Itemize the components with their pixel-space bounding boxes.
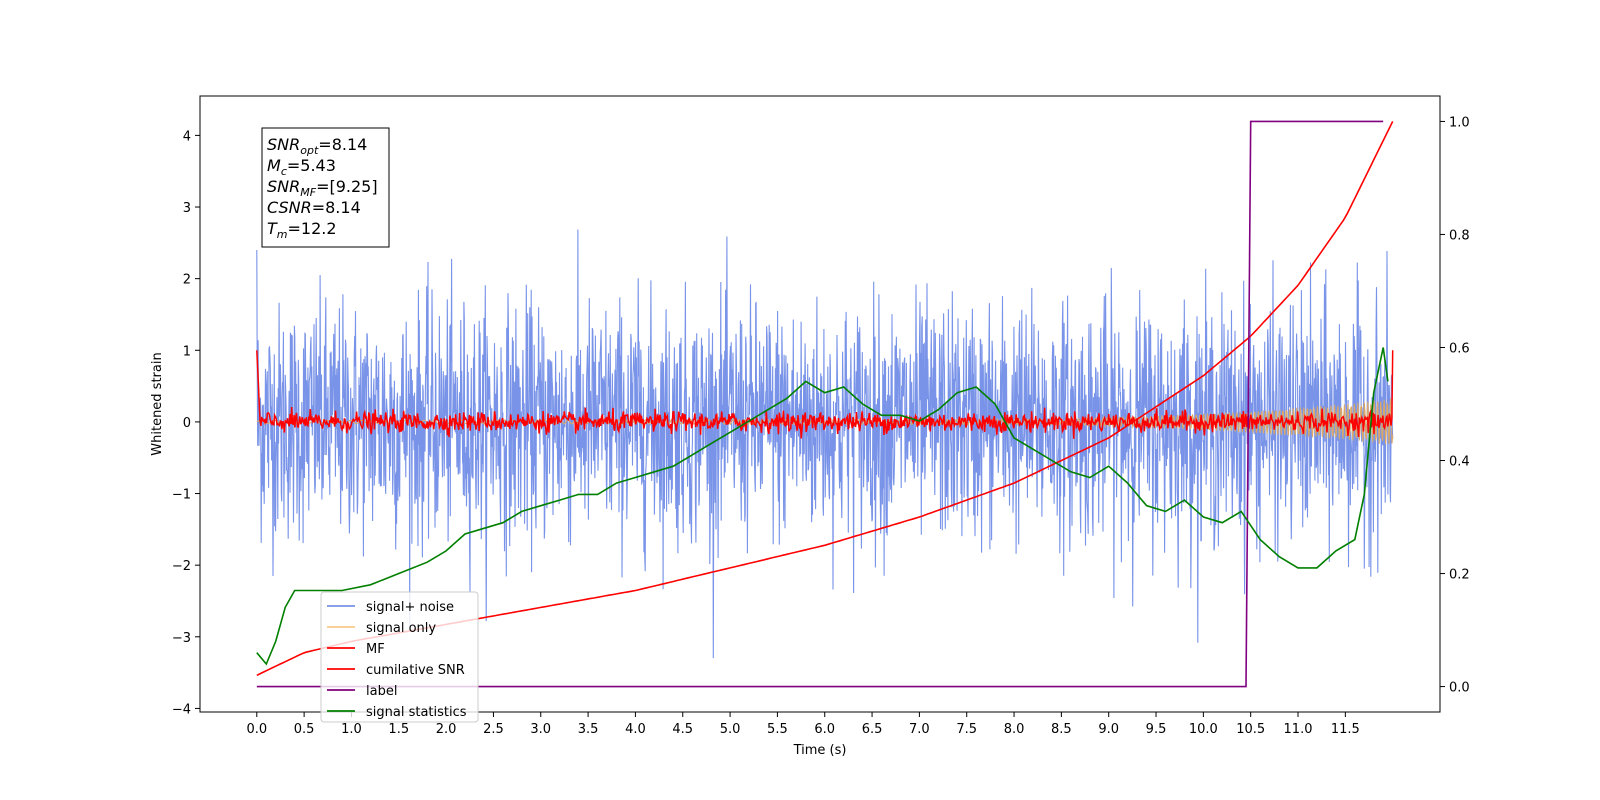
- x-tick-label: 0.0: [246, 722, 267, 737]
- y-tick-label: 4: [183, 129, 191, 144]
- stats-line: Tm=12.2: [267, 219, 337, 241]
- legend-entry: signal+ noise: [366, 600, 454, 615]
- x-tick-label: 5.0: [720, 722, 741, 737]
- x-tick-label: 9.5: [1146, 722, 1167, 737]
- x-tick-label: 8.5: [1051, 722, 1072, 737]
- y2-tick-label: 0.8: [1449, 228, 1470, 243]
- x-tick-label: 10.5: [1236, 722, 1265, 737]
- x-tick-label: 3.5: [578, 722, 599, 737]
- series-mf: [256, 350, 1394, 439]
- y-tick-label: −4: [172, 702, 191, 717]
- y2-tick-label: 0.0: [1449, 681, 1470, 696]
- legend-entry: cumilative SNR: [366, 663, 465, 678]
- x-tick-label: 2.0: [436, 722, 457, 737]
- x-tick-label: 5.5: [767, 722, 788, 737]
- y2-tick-label: 1.0: [1449, 115, 1470, 130]
- y-axis-right: 1.0 0.8 0.6 0.4 0.2 0.0: [1440, 115, 1470, 696]
- x-tick-label: 10.0: [1189, 722, 1218, 737]
- x-tick-label: 7.0: [909, 722, 930, 737]
- x-tick-label: 11.5: [1331, 722, 1360, 737]
- legend-entry: MF: [366, 642, 385, 657]
- y2-tick-label: 0.4: [1449, 455, 1470, 470]
- y-tick-label: 0: [183, 416, 191, 431]
- y-axis-left: 4 3 2 1 0 −1 −2 −3 −4: [172, 129, 200, 717]
- x-tick-label: 9.0: [1098, 722, 1119, 737]
- x-tick-label: 8.0: [1004, 722, 1025, 737]
- y-axis-label: Whitened strain: [150, 352, 165, 455]
- x-axis-label: Time (s): [793, 743, 847, 758]
- legend-entry: label: [366, 684, 397, 699]
- stats-line: SNRopt=8.14: [267, 135, 367, 157]
- y-tick-label: 3: [183, 201, 191, 216]
- stats-box-frame: [261, 127, 390, 248]
- series-label: [256, 120, 1384, 688]
- x-axis: 0.0 0.5 1.0 1.5 2.0 2.5 3.0 3.5 4.0 4.5 5.0 5.5 6.0 6…: [246, 712, 1360, 737]
- x-tick-label: 1.0: [341, 722, 362, 737]
- y-tick-label: 2: [183, 273, 191, 288]
- y-tick-label: −3: [172, 631, 191, 646]
- legend-entry: signal only: [366, 621, 436, 636]
- legend-frame: [320, 591, 479, 723]
- series-signal-statistics: [256, 347, 1389, 666]
- series-signal-noise: [256, 229, 1394, 659]
- y-tick-label: −2: [172, 559, 191, 574]
- x-tick-label: 3.0: [530, 722, 551, 737]
- y2-tick-label: 0.6: [1449, 341, 1470, 356]
- x-tick-label: 2.5: [483, 722, 504, 737]
- stats-line: SNRMF=[9.25]: [267, 177, 378, 199]
- x-tick-label: 7.5: [956, 722, 977, 737]
- stats-line: Mc=5.43: [267, 156, 336, 178]
- y-tick-label: 1: [183, 344, 191, 359]
- x-tick-label: 4.0: [625, 722, 646, 737]
- x-tick-label: 11.0: [1284, 722, 1313, 737]
- y2-tick-label: 0.2: [1449, 568, 1470, 583]
- x-tick-label: 0.5: [294, 722, 315, 737]
- y-tick-label: −1: [172, 488, 191, 503]
- legend-entry: signal statistics: [366, 705, 467, 720]
- plot-frame: [199, 95, 1441, 713]
- stats-line: CSNR=8.14: [267, 198, 361, 217]
- legend: signal+ noise signal only MF cumilative SNR…: [320, 591, 479, 723]
- x-tick-label: 4.5: [672, 722, 693, 737]
- x-tick-label: 6.0: [814, 722, 835, 737]
- x-tick-label: 6.5: [862, 722, 883, 737]
- x-tick-label: 1.5: [388, 722, 409, 737]
